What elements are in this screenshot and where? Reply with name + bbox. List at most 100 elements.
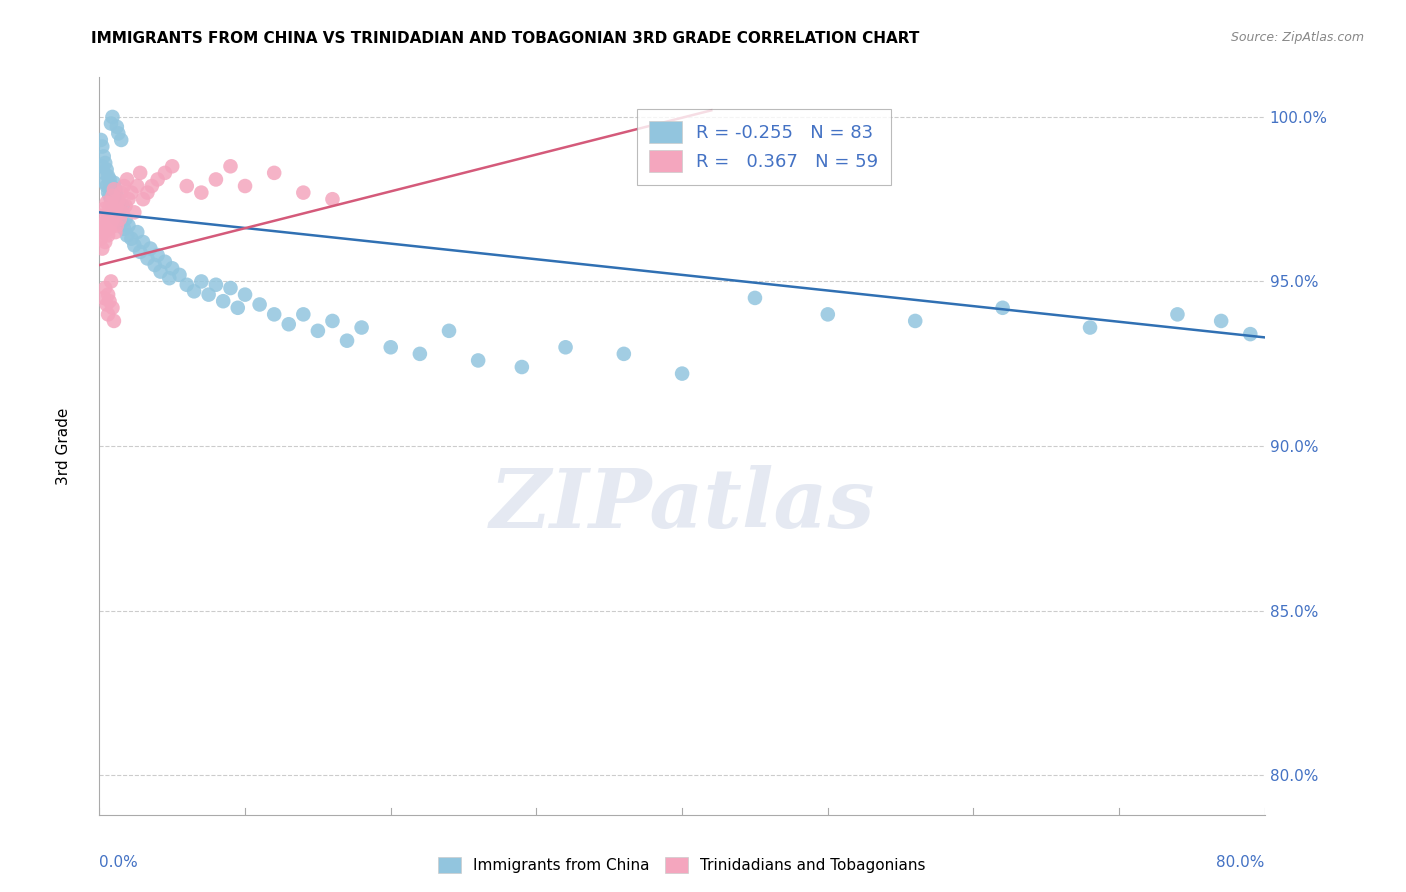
Point [108,211,131,226]
Point [101,301,124,315]
Point [96,179,118,194]
Point [115,172,138,186]
Point [233,287,256,301]
Point [157,271,180,285]
Point [205,277,228,292]
Point [96,195,118,210]
Legend: Immigrants from China, Trinidadians and Tobagonians: Immigrants from China, Trinidadians and … [430,849,934,880]
Point [105,199,128,213]
Point [1211,314,1233,328]
Point [321,314,343,328]
Point [233,179,256,194]
Point [176,277,198,292]
Point [93,291,115,305]
Point [97,169,120,183]
Point [510,359,533,374]
Point [991,301,1014,315]
Point [107,195,129,210]
Point [101,189,124,203]
Point [104,182,127,196]
Point [1239,327,1261,342]
Point [817,307,839,321]
Point [277,318,299,332]
Point [103,202,125,216]
Text: Source: ZipAtlas.com: Source: ZipAtlas.com [1230,31,1364,45]
Point [100,275,122,289]
Point [183,285,205,299]
Point [103,314,125,328]
Point [437,324,460,338]
Point [350,320,373,334]
Point [744,291,766,305]
Point [97,307,120,321]
Point [212,294,235,309]
Point [467,353,489,368]
Point [127,179,149,194]
Point [136,186,159,200]
Point [139,242,162,256]
Point [91,139,114,153]
Point [205,172,228,186]
Point [100,179,122,194]
Point [190,275,212,289]
Point [124,238,146,252]
Point [90,133,112,147]
Point [153,254,176,268]
Point [132,235,155,249]
Point [249,297,271,311]
Point [98,172,121,186]
Point [94,215,117,229]
Point [97,209,120,223]
Point [94,176,117,190]
Point [93,225,115,239]
Point [409,347,432,361]
Point [96,297,118,311]
Point [169,268,191,282]
Point [197,287,219,301]
Point [117,192,139,206]
Point [307,324,329,338]
Point [93,166,115,180]
Point [336,334,359,348]
Point [129,166,152,180]
Text: 3rd Grade: 3rd Grade [56,408,70,484]
Point [90,209,112,223]
Point [1166,307,1188,321]
Point [176,179,198,194]
Point [160,159,183,173]
Point [112,179,135,194]
Point [105,211,128,226]
Text: IMMIGRANTS FROM CHINA VS TRINIDADIAN AND TOBAGONIAN 3RD GRADE CORRELATION CHART: IMMIGRANTS FROM CHINA VS TRINIDADIAN AND… [91,31,920,46]
Point [94,235,117,249]
Point [219,281,242,295]
Point [101,186,124,200]
Point [263,166,285,180]
Point [97,228,120,243]
Point [105,219,128,233]
Point [111,205,134,219]
Point [321,192,343,206]
Point [671,367,693,381]
Point [91,242,114,256]
Point [103,182,125,196]
Point [105,120,128,134]
Point [107,192,129,206]
Point [149,264,172,278]
Point [111,199,134,213]
Point [100,195,122,210]
Text: ZIPatlas: ZIPatlas [489,465,875,545]
Point [100,192,122,206]
Point [98,189,121,203]
Point [114,211,136,226]
Point [226,301,249,315]
Point [103,202,125,216]
Point [100,116,122,130]
Point [107,127,129,141]
Point [93,202,115,216]
Point [96,219,118,233]
Point [96,162,118,177]
Point [101,110,124,124]
Point [146,248,169,262]
Point [1078,320,1101,334]
Point [120,186,142,200]
